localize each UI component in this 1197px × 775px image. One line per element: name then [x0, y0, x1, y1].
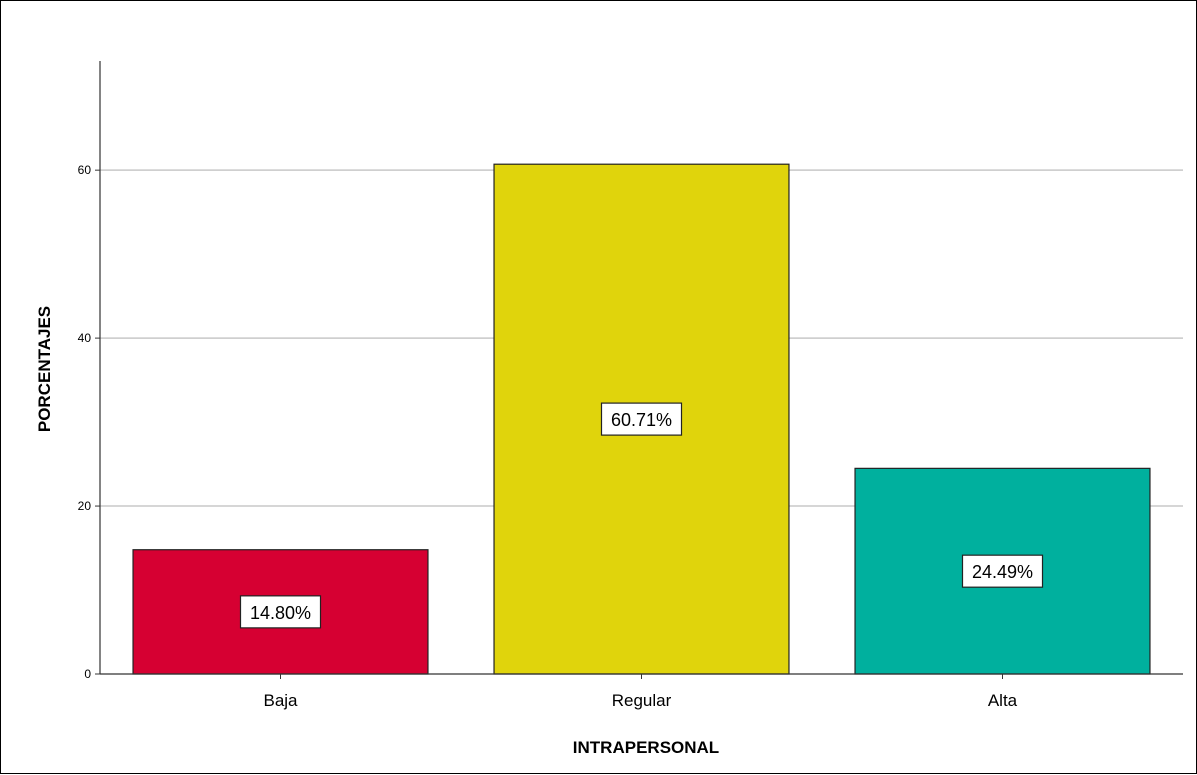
- data-label-box: [600, 402, 683, 436]
- x-axis-title: INTRAPERSONAL: [573, 738, 719, 757]
- data-label: 60.71%: [611, 410, 672, 430]
- x-tick-label: Alta: [988, 691, 1018, 710]
- y-tick-label: 60: [78, 163, 92, 177]
- data-label-box: [239, 595, 322, 629]
- x-tick-label: Baja: [263, 691, 298, 710]
- x-tick-label: Regular: [612, 691, 672, 710]
- y-tick-label: 20: [78, 499, 92, 513]
- y-axis-title: PORCENTAJES: [35, 306, 54, 432]
- data-labels: 14.80% 60.71% 24.49%: [239, 402, 1044, 629]
- data-label: 24.49%: [972, 562, 1033, 582]
- y-tick-label: 40: [78, 331, 92, 345]
- data-label: 14.80%: [250, 603, 311, 623]
- data-label-box: [961, 554, 1044, 588]
- y-tick-label: 0: [84, 667, 91, 681]
- axes: 0 20 40 60 Baja Regular Alta: [78, 61, 1183, 710]
